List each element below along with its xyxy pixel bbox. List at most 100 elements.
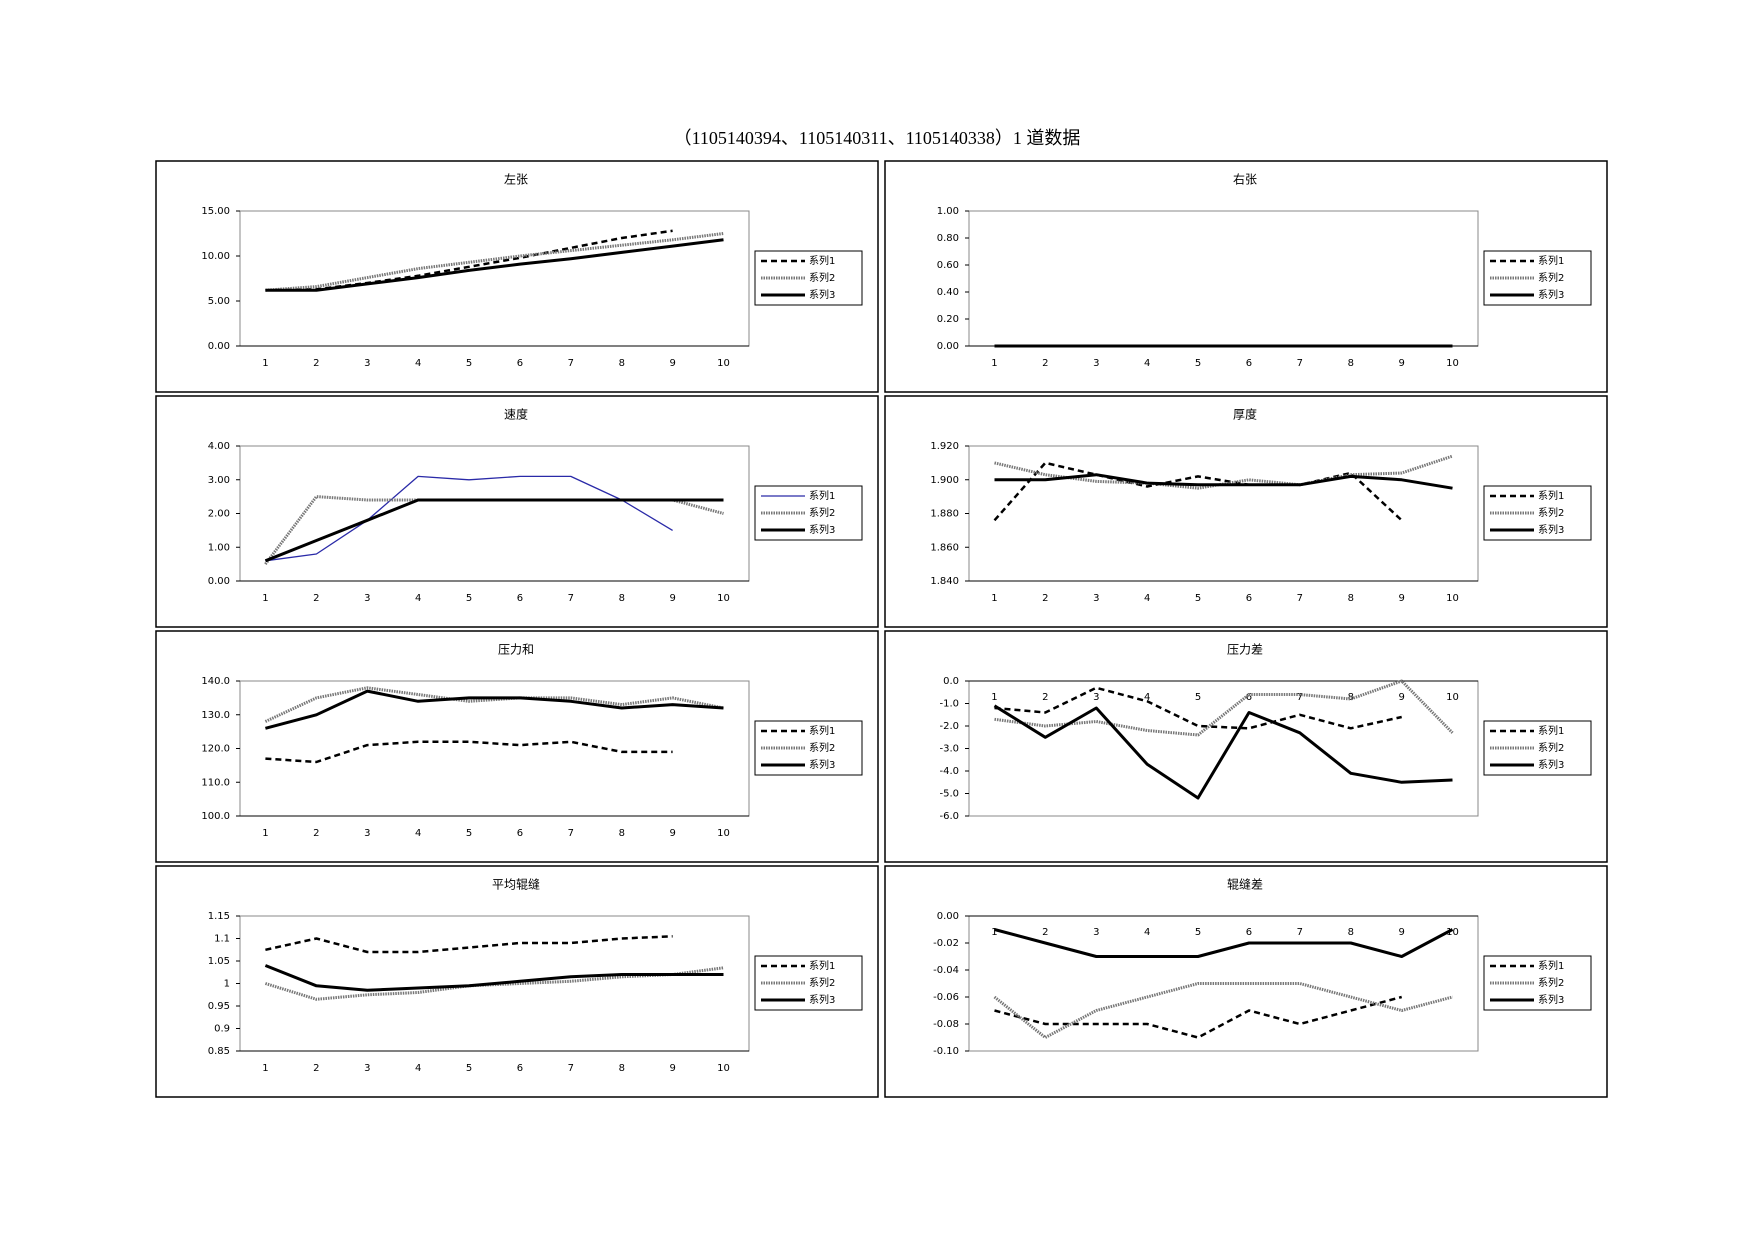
x-tick-label: 5 <box>1195 692 1201 703</box>
x-tick-label: 6 <box>1246 927 1252 938</box>
x-tick-label: 2 <box>313 593 319 604</box>
chart-panel: 速度 0.00 1.00 2.00 3.00 4.00 1 2 3 4 5 6 7 8 9 10 系列1 系列2 系… <box>155 395 879 628</box>
y-tick-label: 1.900 <box>930 475 959 486</box>
legend-label: 系列2 <box>809 506 835 519</box>
x-tick-label: 5 <box>466 828 472 839</box>
y-tick-label: 0.80 <box>937 233 959 244</box>
y-tick-label: -6.0 <box>939 811 959 822</box>
x-tick-label: 6 <box>517 828 523 839</box>
x-tick-label: 3 <box>1093 927 1099 938</box>
series-line <box>994 679 1454 737</box>
chart-panel: 厚度 1.840 1.860 1.880 1.900 1.920 1 2 3 4 5 6 7 8 9 10 系列… <box>884 395 1608 628</box>
chart-panel: 压力和 100.0 110.0 120.0 130.0 140.0 1 2 3 4 5 6 7 8 9 10 系… <box>155 630 879 863</box>
x-tick-label: 7 <box>568 828 574 839</box>
legend-label: 系列2 <box>1538 271 1564 284</box>
x-tick-label: 8 <box>1348 358 1354 369</box>
legend-label: 系列1 <box>1538 254 1564 267</box>
y-tick-label: -1.0 <box>939 699 959 710</box>
x-tick-label: 1 <box>262 593 268 604</box>
x-tick-label: 1 <box>991 927 997 938</box>
y-tick-label: 120.0 <box>201 744 230 755</box>
y-tick-label: 110.0 <box>201 777 230 788</box>
x-tick-label: 3 <box>364 593 370 604</box>
x-tick-label: 9 <box>669 358 675 369</box>
legend-label: 系列1 <box>1538 724 1564 737</box>
series-line <box>265 232 724 292</box>
y-tick-label: -4.0 <box>939 766 959 777</box>
x-tick-label: 8 <box>1348 593 1354 604</box>
legend-label: 系列1 <box>809 724 835 737</box>
x-tick-label: 9 <box>669 593 675 604</box>
x-tick-label: 7 <box>1297 692 1303 703</box>
legend-label: 系列1 <box>1538 489 1564 502</box>
y-tick-label: -0.06 <box>933 992 959 1003</box>
chart-title: 左张 <box>504 172 528 187</box>
y-tick-label: -0.04 <box>933 965 959 976</box>
y-tick-label: -0.08 <box>933 1019 959 1030</box>
y-tick-label: 4.00 <box>208 441 230 452</box>
y-tick-label: -0.02 <box>933 938 959 949</box>
x-tick-label: 4 <box>415 593 421 604</box>
series-line <box>265 238 724 292</box>
series-line <box>265 740 673 764</box>
x-tick-label: 4 <box>415 358 421 369</box>
legend-label: 系列1 <box>809 959 835 972</box>
x-tick-label: 2 <box>313 358 319 369</box>
x-tick-label: 2 <box>313 828 319 839</box>
legend-label: 系列1 <box>809 254 835 267</box>
x-tick-label: 4 <box>1144 927 1150 938</box>
x-tick-label: 10 <box>1446 692 1459 703</box>
y-tick-label: 0.60 <box>937 260 959 271</box>
x-tick-label: 5 <box>466 593 472 604</box>
x-tick-label: 10 <box>1446 593 1459 604</box>
y-tick-label: 100.0 <box>201 811 230 822</box>
x-tick-label: 6 <box>517 1063 523 1074</box>
x-tick-label: 4 <box>415 1063 421 1074</box>
x-tick-label: 10 <box>717 828 730 839</box>
chart-title: 压力差 <box>1227 643 1263 657</box>
x-tick-label: 1 <box>991 692 997 703</box>
chart-panel: 压力差-6.0-5.0-4.0-3.0-2.0-1.00.01 2 3 4 5 6 7 8 9 1… <box>884 630 1608 863</box>
chart-title: 压力和 <box>498 643 534 657</box>
legend-label: 系列3 <box>809 993 835 1006</box>
y-tick-label: 3.00 <box>208 475 230 486</box>
series-line <box>264 498 724 563</box>
y-tick-label: 1.15 <box>208 911 230 922</box>
x-tick-label: 4 <box>1144 358 1150 369</box>
y-tick-label: 15.00 <box>201 206 230 217</box>
x-tick-label: 4 <box>1144 692 1150 703</box>
x-tick-label: 8 <box>619 593 625 604</box>
y-tick-label: 0.00 <box>208 576 230 587</box>
y-tick-label: 1.00 <box>208 542 230 553</box>
page-title: （1105140394、1105140311、1105140338）1 道数据 <box>674 128 1081 148</box>
x-tick-label: 5 <box>466 358 472 369</box>
x-tick-label: 10 <box>717 1063 730 1074</box>
x-tick-label: 10 <box>1446 358 1459 369</box>
y-tick-label: 0.00 <box>937 341 959 352</box>
legend-label: 系列3 <box>1538 993 1564 1006</box>
legend-label: 系列2 <box>809 741 835 754</box>
x-tick-label: 10 <box>1446 927 1459 938</box>
chart-panel: 辊缝差 -0.10 -0.08 -0.06 -0.04 -0.02 0.00 1 2 3 4 5 6 7 8… <box>884 865 1608 1098</box>
x-tick-label: 8 <box>619 828 625 839</box>
chart-title: 平均辊缝 <box>492 877 540 892</box>
x-tick-label: 2 <box>1042 593 1048 604</box>
legend-label: 系列2 <box>1538 506 1564 519</box>
series-line <box>264 686 724 723</box>
series-line <box>994 928 1454 958</box>
legend-label: 系列3 <box>1538 288 1564 301</box>
chart-title: 厚度 <box>1233 407 1257 422</box>
x-tick-label: 2 <box>313 1063 319 1074</box>
x-tick-label: 3 <box>1093 358 1099 369</box>
y-tick-label: 1.920 <box>930 441 959 452</box>
x-tick-label: 9 <box>1398 692 1404 703</box>
legend-label: 系列1 <box>809 489 835 502</box>
y-tick-label: 0.40 <box>937 287 959 298</box>
x-tick-label: 10 <box>717 593 730 604</box>
y-tick-label: 10.00 <box>201 251 230 262</box>
series-line <box>265 229 673 292</box>
y-tick-label: 0.95 <box>208 1001 230 1012</box>
y-tick-label: 1.840 <box>930 576 959 587</box>
